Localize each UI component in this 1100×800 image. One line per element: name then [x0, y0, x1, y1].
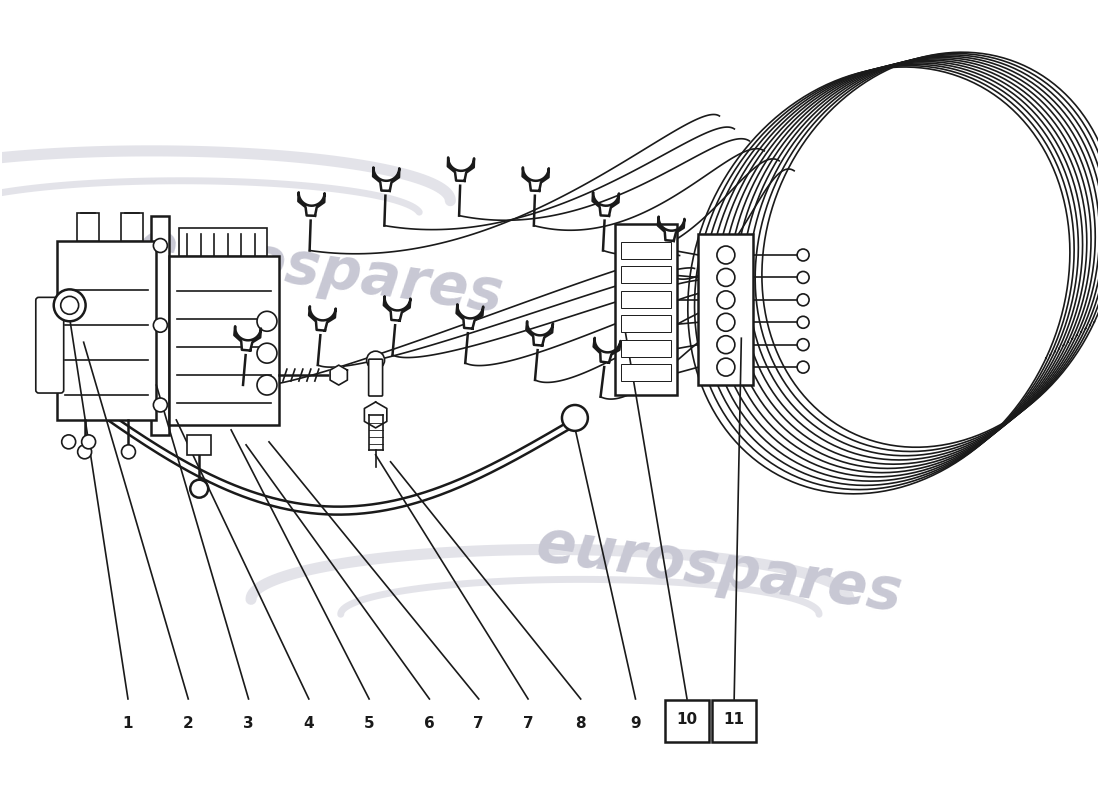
Bar	[77, 213, 99, 241]
Circle shape	[60, 296, 78, 314]
Bar	[57, 241, 156, 420]
Text: 7: 7	[473, 716, 484, 731]
Text: 6: 6	[424, 716, 434, 731]
Circle shape	[717, 269, 735, 286]
Bar	[169, 255, 279, 425]
Bar	[620, 364, 671, 381]
Bar	[620, 315, 671, 332]
Polygon shape	[594, 338, 620, 362]
Text: 5: 5	[364, 716, 374, 731]
Polygon shape	[522, 167, 549, 191]
FancyBboxPatch shape	[36, 298, 64, 393]
Text: 1: 1	[123, 716, 133, 731]
Circle shape	[62, 435, 76, 449]
Circle shape	[717, 358, 735, 376]
Polygon shape	[593, 192, 619, 216]
Polygon shape	[448, 158, 474, 181]
Bar	[121, 213, 143, 241]
Bar	[187, 435, 211, 455]
Circle shape	[78, 445, 91, 458]
Text: 10: 10	[676, 712, 697, 727]
Circle shape	[798, 338, 810, 350]
Circle shape	[562, 405, 587, 431]
Polygon shape	[309, 306, 336, 330]
Polygon shape	[384, 296, 410, 321]
Circle shape	[81, 435, 96, 449]
Circle shape	[257, 375, 277, 395]
Polygon shape	[658, 217, 684, 241]
Circle shape	[121, 445, 135, 458]
Polygon shape	[234, 326, 261, 350]
Bar	[698, 234, 754, 385]
Polygon shape	[330, 365, 348, 385]
Circle shape	[717, 291, 735, 309]
Bar	[620, 340, 671, 357]
FancyBboxPatch shape	[368, 359, 383, 396]
Polygon shape	[527, 322, 553, 346]
Circle shape	[798, 316, 810, 328]
Polygon shape	[364, 402, 387, 428]
Circle shape	[717, 336, 735, 354]
Circle shape	[54, 290, 86, 322]
Text: 8: 8	[575, 716, 586, 731]
Bar	[620, 291, 671, 308]
Circle shape	[153, 238, 167, 253]
Circle shape	[798, 361, 810, 373]
Text: 3: 3	[243, 716, 254, 731]
Text: eurospares: eurospares	[532, 515, 906, 623]
Circle shape	[366, 351, 385, 369]
Text: 9: 9	[630, 716, 641, 731]
Bar	[152, 216, 169, 435]
Polygon shape	[373, 167, 399, 191]
Circle shape	[257, 311, 277, 331]
Circle shape	[257, 343, 277, 363]
Circle shape	[798, 271, 810, 283]
Text: 11: 11	[724, 712, 745, 727]
Polygon shape	[298, 192, 324, 216]
Circle shape	[153, 398, 167, 412]
Bar	[712, 700, 756, 742]
Text: eurospares: eurospares	[134, 217, 507, 324]
Bar	[620, 266, 671, 283]
Text: 7: 7	[522, 716, 534, 731]
Circle shape	[153, 318, 167, 332]
Circle shape	[798, 294, 810, 306]
Circle shape	[717, 314, 735, 331]
Circle shape	[717, 246, 735, 264]
Text: 4: 4	[304, 716, 315, 731]
Text: 2: 2	[183, 716, 194, 731]
Bar	[615, 224, 676, 395]
Circle shape	[190, 480, 208, 498]
Bar	[666, 700, 708, 742]
Bar	[620, 242, 671, 259]
Circle shape	[798, 249, 810, 261]
Polygon shape	[456, 304, 483, 329]
Bar	[179, 228, 267, 255]
